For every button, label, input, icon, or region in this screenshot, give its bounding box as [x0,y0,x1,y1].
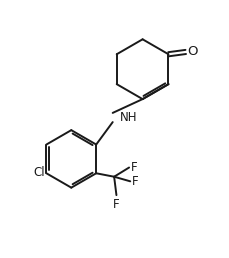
Text: O: O [187,45,197,58]
Text: Cl: Cl [33,166,44,179]
Text: NH: NH [119,111,136,124]
Text: F: F [113,198,119,211]
Text: F: F [131,175,138,188]
Text: F: F [130,160,137,174]
